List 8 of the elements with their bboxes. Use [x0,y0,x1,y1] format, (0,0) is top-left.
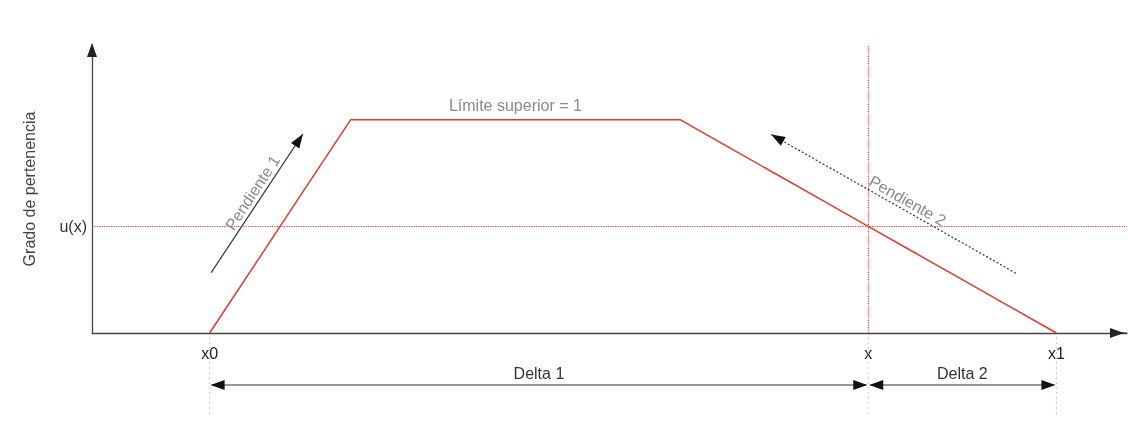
text: Delta 1 [513,365,565,382]
text: Delta 2 [936,365,988,382]
x-tick-label: x [864,344,873,362]
y-axis-title: Grado de pertenencia [20,111,38,267]
x-tick-label: x1 [1047,344,1065,362]
ref-line-label: u(x) [59,217,87,235]
x-tick-label: x0 [201,344,219,362]
text: Límite superior = 1 [448,96,582,114]
